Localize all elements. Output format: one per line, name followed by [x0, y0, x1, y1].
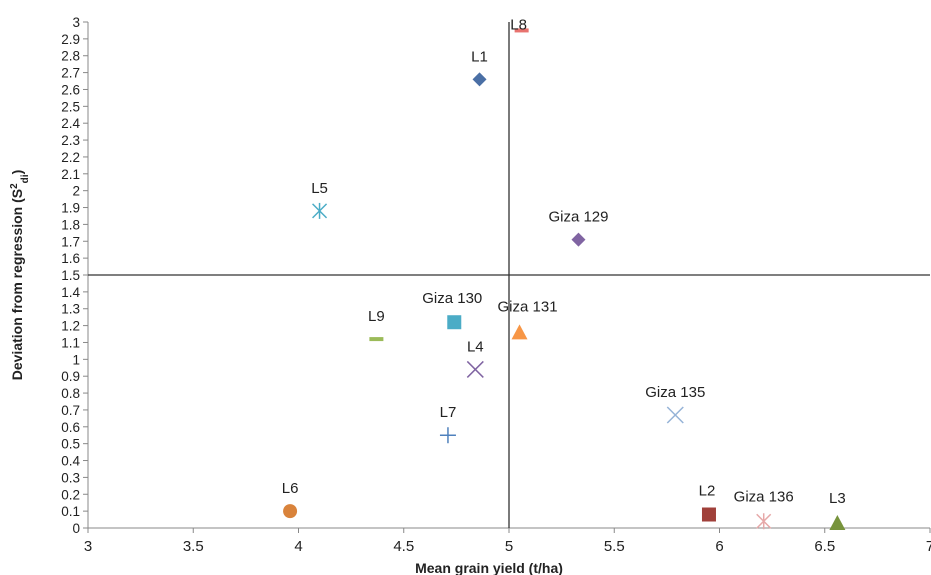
point-label-l3: L3: [829, 490, 846, 507]
y-tick-label: 2.6: [61, 82, 80, 97]
y-tick-label: 1.2: [61, 319, 80, 334]
x-tick-label: 4: [294, 538, 302, 555]
x-tick-label: 7: [926, 538, 931, 555]
y-axis-title-sup: 2: [9, 183, 20, 189]
y-tick-label: 0.3: [61, 470, 80, 485]
y-tick-label: 0.1: [61, 504, 80, 519]
y-axis-title: Deviation from regression (S2di): [9, 170, 31, 381]
y-axis-title-end: ): [9, 170, 25, 175]
dash-marker: [369, 337, 384, 342]
circle-marker: [283, 504, 298, 519]
y-tick-label: 2.4: [61, 116, 80, 131]
y-tick-label: 1.6: [61, 251, 80, 266]
y-tick-label: 2: [72, 184, 80, 199]
y-tick-label: 2.5: [61, 99, 80, 114]
point-label-giza-136: Giza 136: [734, 488, 794, 505]
diamond-marker: [472, 72, 487, 87]
point-l3: [829, 514, 846, 530]
point-label-l2: L2: [699, 483, 716, 500]
y-tick-label: 1.7: [61, 234, 80, 249]
y-tick-label: 0.2: [61, 487, 80, 502]
point-label-l9: L9: [368, 308, 385, 325]
x-tick-label: 4.5: [393, 538, 414, 555]
data-points: [283, 28, 846, 530]
point-labels: L1 L8 L5 Giza 129 Giza 130 Giza 131 L9 L4 Giza 1…: [282, 16, 846, 507]
reference-lines: [88, 22, 930, 528]
point-label-l6: L6: [282, 480, 299, 497]
point-giza-135: [666, 406, 684, 424]
x-tick-label: 5.5: [604, 538, 625, 555]
point-l2: [701, 507, 716, 522]
point-l5: [312, 202, 328, 219]
point-l9: [369, 337, 384, 342]
point-giza-129: [571, 232, 586, 247]
y-tick-label: 3: [72, 15, 80, 30]
x-tick-label: 3.5: [183, 538, 204, 555]
x-tick-label: 3: [84, 538, 92, 555]
point-label-l1: L1: [471, 48, 488, 65]
point-label-l5: L5: [311, 180, 328, 197]
point-l1: [472, 72, 487, 87]
point-label-l4: L4: [467, 338, 484, 355]
x-marker-stroke: [666, 406, 684, 424]
x-axis-title: Mean grain yield (t/ha): [415, 560, 563, 575]
y-tick-label: 0: [72, 521, 80, 536]
x-tick-label: 6: [715, 538, 723, 555]
point-label-giza-135: Giza 135: [645, 384, 705, 401]
y-tick-label: 0.4: [61, 454, 80, 469]
y-tick-label: 0.9: [61, 369, 80, 384]
y-tick-label: 2.1: [61, 167, 80, 182]
diamond-marker: [571, 232, 586, 247]
triangle-marker: [829, 514, 846, 530]
y-tick-label: 2.8: [61, 49, 80, 64]
point-giza-131: [511, 324, 528, 340]
y-tick-label: 1: [72, 352, 80, 367]
point-label-giza-130: Giza 130: [422, 290, 482, 307]
y-tick-label: 1.3: [61, 302, 80, 317]
x-tick-labels: 3 3.5 4 4.5 5 5.5 6 6.5 7: [84, 528, 931, 555]
y-axis-title-sub: di: [20, 174, 31, 183]
y-tick-labels: 0 0.1 0.2 0.30.4 0.5 0.6 0.7 0.8 0.9 1 1.11.2 1.3 1.…: [61, 15, 88, 536]
dash-marker: [514, 28, 529, 33]
y-tick-label: 2.2: [61, 150, 80, 165]
point-label-l8: L8: [510, 16, 527, 33]
y-tick-label: 1.5: [61, 268, 80, 283]
point-l8: [514, 28, 529, 33]
point-giza-130: [447, 315, 462, 330]
y-tick-label: 1.4: [61, 285, 80, 300]
point-giza-136: [756, 513, 772, 530]
y-tick-label: 0.6: [61, 420, 80, 435]
point-l4: [466, 360, 484, 378]
y-tick-label: 0.7: [61, 403, 80, 418]
y-tick-label: 2.7: [61, 66, 80, 81]
point-l7: [439, 427, 456, 444]
y-tick-label: 1.8: [61, 217, 80, 232]
x-tick-label: 5: [505, 538, 513, 555]
y-tick-label: 0.5: [61, 437, 80, 452]
point-label-l7: L7: [440, 404, 457, 421]
x-marker-stroke: [466, 360, 484, 378]
y-tick-label: 1.9: [61, 201, 80, 216]
y-tick-label: 1.1: [61, 335, 80, 350]
y-axis-title-main: Deviation from regression (S: [9, 189, 25, 380]
point-label-giza-129: Giza 129: [548, 209, 608, 226]
square-marker: [701, 507, 716, 522]
point-label-giza-131: Giza 131: [498, 298, 558, 315]
y-tick-label: 0.8: [61, 386, 80, 401]
point-l6: [283, 504, 298, 519]
x-tick-label: 6.5: [814, 538, 835, 555]
triangle-marker: [511, 324, 528, 340]
y-tick-label: 2.9: [61, 32, 80, 47]
square-marker: [447, 315, 462, 330]
y-tick-label: 2.3: [61, 133, 80, 148]
